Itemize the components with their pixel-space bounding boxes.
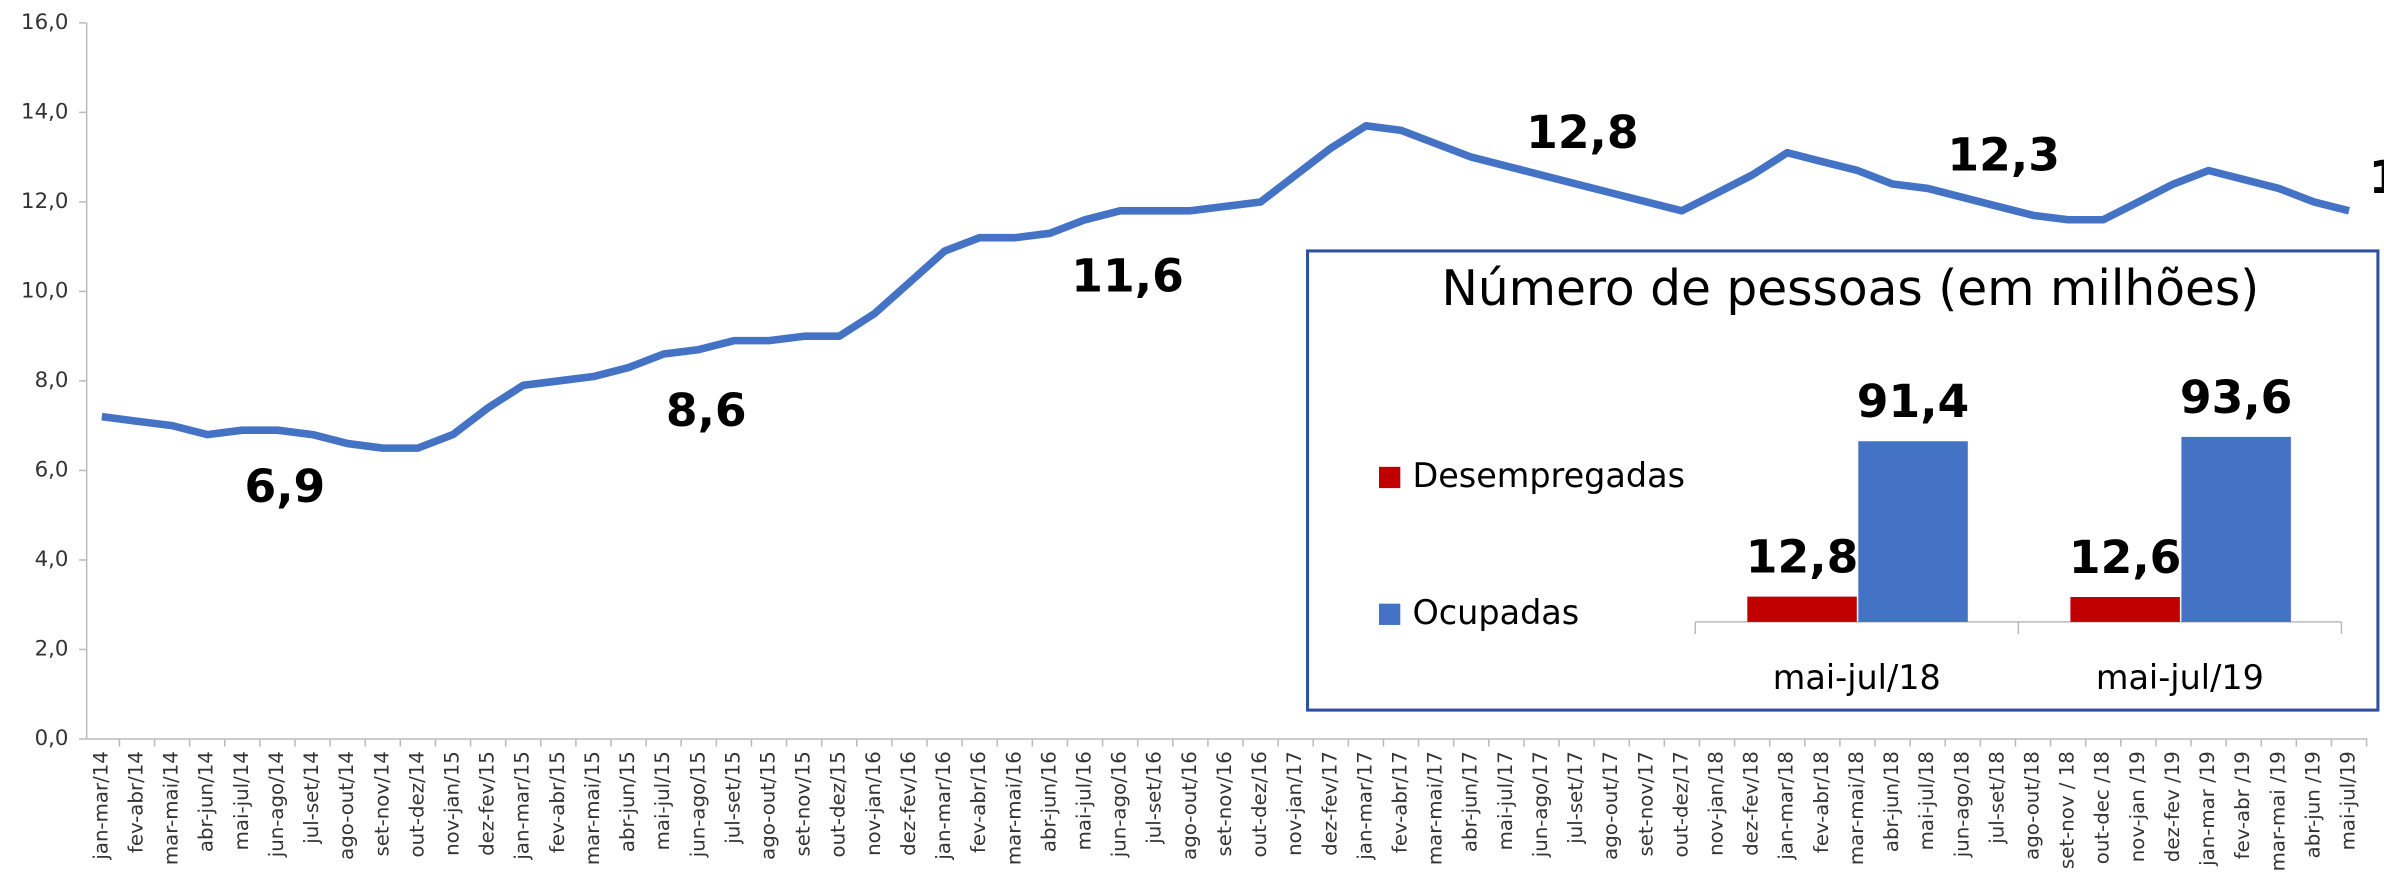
bar (2070, 597, 2180, 622)
x-tick-label: set-nov/17 (1634, 751, 1657, 856)
x-tick-label: jan-mar /19 (2196, 751, 2219, 867)
x-tick-label: dez-fev/18 (1740, 751, 1763, 856)
x-tick-label: fev-abr/14 (124, 751, 147, 853)
y-tick-label: 6,0 (35, 457, 69, 482)
x-tick-label: fev-abr/17 (1389, 751, 1412, 853)
x-tick-label: out-dez/14 (405, 751, 428, 857)
data-label: 91,4 (1857, 375, 1970, 428)
x-tick-label: nov-jan/18 (1705, 751, 1728, 856)
x-tick-label: mar-mai/16 (1002, 751, 1025, 865)
x-tick-label: jan-mar/18 (1775, 751, 1798, 860)
data-line (101, 121, 2350, 452)
legend-label: Desempregadas (1412, 456, 1685, 495)
x-tick-label: abr-jun/16 (1037, 751, 1060, 852)
x-tick-label: mai-jul/16 (1073, 751, 1096, 850)
y-tick-label: 8,0 (35, 368, 69, 393)
x-tick-label: dez-fev/17 (1318, 751, 1341, 856)
x-tick-label: fev-abr /19 (2231, 751, 2254, 859)
bar (1747, 596, 1857, 622)
x-tick-label: jan-mar/17 (1353, 751, 1376, 860)
x-tick-label: mai-jul/19 (2337, 751, 2360, 850)
x-tick-label: out-dec /18 (2091, 751, 2114, 864)
x-tick-label: nov-jan/17 (1283, 751, 1306, 856)
data-label: 12,6 (2069, 531, 2182, 584)
y-tick-label: 10,0 (21, 278, 68, 303)
x-tick-label: ago-out/16 (1178, 751, 1201, 860)
data-label: 12,3 (1947, 129, 2060, 182)
y-tick-label: 4,0 (35, 547, 69, 572)
x-tick-label: ago-out/15 (756, 751, 779, 860)
x-tick-label: jan-mar/15 (511, 751, 534, 860)
legend-label: Ocupadas (1412, 593, 1579, 632)
x-tick-label: jul-set/17 (1564, 751, 1587, 845)
x-tick-label: mai-jul/14 (230, 751, 253, 850)
x-tick-label: nov-jan /19 (2126, 751, 2149, 862)
x-tick-label: jan-mar/14 (89, 751, 112, 860)
y-tick-label: 0,0 (35, 726, 69, 751)
x-tick-label: out-dez/16 (1248, 751, 1271, 857)
x-tick-label: dez-fev/15 (476, 751, 499, 856)
data-label: 11,6 (1071, 250, 1184, 303)
x-tick-label: set-nov / 18 (2056, 751, 2079, 869)
x-tick-label: jul-set/16 (1143, 751, 1166, 845)
x-tick-label: nov-jan/15 (440, 751, 463, 856)
x-tick-label: jul-set/18 (1985, 751, 2008, 845)
x-tick-label: abr-jun/18 (1880, 751, 1903, 852)
x-tick-label: fev-abr/15 (546, 751, 569, 853)
x-tick-label: mai-jul/19 (2096, 658, 2264, 697)
y-tick-label: 12,0 (21, 189, 68, 214)
x-tick-label: jun-ago/18 (1950, 751, 1973, 858)
x-tick-label: jan-mar/16 (932, 751, 955, 860)
data-label: 12,8 (1526, 106, 1639, 159)
x-tick-label: out-dez/17 (1669, 751, 1692, 857)
data-label: 93,6 (2180, 371, 2293, 424)
x-tick-label: mai-jul/15 (651, 751, 674, 850)
x-tick-label: jun-ago/14 (265, 751, 288, 858)
x-tick-label: ago-out/17 (1599, 751, 1622, 860)
legend-swatch (1379, 603, 1401, 625)
x-tick-label: mar-mai/14 (160, 751, 183, 865)
x-tick-label: out-dez/15 (827, 751, 850, 857)
legend-swatch (1379, 466, 1401, 489)
y-tick-label: 14,0 (21, 99, 68, 124)
x-tick-label: fev-abr/16 (967, 751, 990, 853)
x-tick-label: ago-out/14 (335, 751, 358, 860)
bar (1858, 441, 1968, 622)
y-tick-label: 2,0 (35, 636, 69, 661)
y-tick-label: 16,0 (21, 10, 68, 35)
data-label: 11,8 (2369, 151, 2384, 204)
x-tick-label: mai-jul/18 (1773, 658, 1941, 697)
x-tick-label: abr-jun/17 (1459, 751, 1482, 852)
x-tick-label: jun-ago/16 (1108, 751, 1131, 858)
bar (2181, 436, 2291, 622)
x-tick-label: dez-fev /19 (2161, 751, 2184, 862)
x-tick-label: jul-set/15 (721, 751, 744, 845)
x-tick-label: mar-mai/15 (581, 751, 604, 865)
x-tick-label: mar-mai /19 (2266, 751, 2289, 871)
x-tick-label: jul-set/14 (300, 751, 323, 845)
x-tick-label: set-nov/15 (792, 751, 815, 856)
x-tick-label: abr-jun/14 (195, 751, 218, 852)
x-tick-label: jun-ago/17 (1529, 751, 1552, 858)
x-tick-label: abr-jun /19 (2301, 751, 2324, 858)
x-tick-label: set-nov/14 (370, 751, 393, 856)
x-tick-label: jun-ago/15 (686, 751, 709, 858)
x-tick-label: abr-jun/15 (616, 751, 639, 852)
inset-title: Número de pessoas (em milhões) (1441, 261, 2259, 317)
data-label: 6,9 (244, 460, 325, 513)
x-tick-label: nov-jan/16 (862, 751, 885, 856)
x-tick-label: fev-abr/18 (1810, 751, 1833, 853)
x-tick-label: mai-jul/17 (1494, 751, 1517, 850)
x-tick-label: set-nov/16 (1213, 751, 1236, 856)
x-tick-label: mar-mai/17 (1424, 751, 1447, 865)
data-label: 12,8 (1746, 531, 1859, 584)
x-tick-label: mai-jul/18 (1915, 751, 1938, 850)
x-tick-label: mar-mai/18 (1845, 751, 1868, 865)
data-label: 8,6 (666, 384, 747, 437)
x-tick-label: dez-fev/16 (897, 751, 920, 856)
x-tick-label: ago-out/18 (2021, 751, 2044, 860)
